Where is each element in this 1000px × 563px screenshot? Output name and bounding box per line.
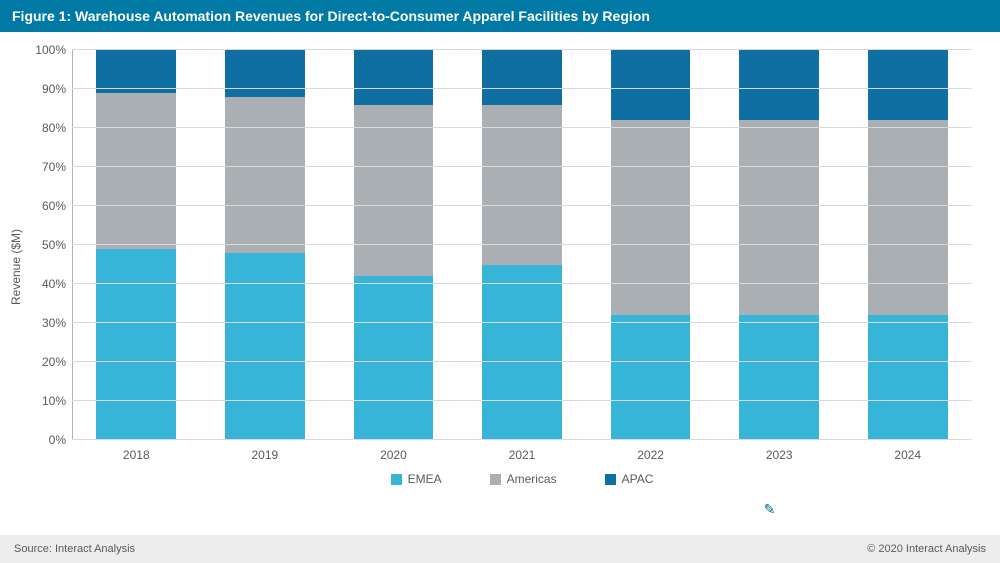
- source-label: Source: Interact Analysis: [14, 543, 135, 555]
- y-tick-label: 90%: [42, 82, 72, 96]
- title-bar: Figure 1: Warehouse Automation Revenues …: [0, 0, 1000, 32]
- stacked-bar: [96, 50, 176, 440]
- grid-line: [72, 49, 972, 50]
- bar-segment-apac: [739, 50, 819, 120]
- y-tick-label: 0%: [49, 433, 72, 447]
- legend-swatch: [490, 474, 501, 485]
- bar-segment-emea: [354, 276, 434, 440]
- chart-area: Revenue ($M) 201820192020202120222023202…: [0, 32, 1000, 502]
- copyright-label: © 2020 Interact Analysis: [867, 543, 986, 555]
- bar-segment-apac: [482, 50, 562, 105]
- chart-title: Figure 1: Warehouse Automation Revenues …: [12, 8, 650, 24]
- stacked-bar: [868, 50, 948, 440]
- legend-item: EMEA: [391, 472, 442, 486]
- stacked-bar: [225, 50, 305, 440]
- bar-segment-emea: [739, 315, 819, 440]
- bar-slot: 2020: [329, 50, 458, 440]
- legend-swatch: [605, 474, 616, 485]
- y-tick-label: 40%: [42, 277, 72, 291]
- bar-segment-emea: [96, 249, 176, 440]
- x-tick-label: 2018: [123, 448, 150, 462]
- bars-container: 2018201920202021202220232024: [72, 50, 972, 440]
- bar-segment-americas: [96, 93, 176, 249]
- legend: EMEA Americas APAC: [72, 472, 972, 486]
- bar-segment-emea: [482, 265, 562, 441]
- bar-slot: 2021: [458, 50, 587, 440]
- bar-segment-emea: [225, 253, 305, 440]
- y-tick-label: 60%: [42, 199, 72, 213]
- bar-segment-emea: [868, 315, 948, 440]
- stacked-bar: [482, 50, 562, 440]
- bar-segment-americas: [868, 120, 948, 315]
- x-tick-label: 2024: [894, 448, 921, 462]
- grid-line: [72, 400, 972, 401]
- y-tick-label: 50%: [42, 238, 72, 252]
- x-tick-label: 2021: [509, 448, 536, 462]
- bar-segment-emea: [611, 315, 691, 440]
- grid-line: [72, 361, 972, 362]
- grid-line: [72, 205, 972, 206]
- x-tick-label: 2020: [380, 448, 407, 462]
- legend-swatch: [391, 474, 402, 485]
- bar-slot: 2018: [72, 50, 201, 440]
- bar-segment-americas: [225, 97, 305, 253]
- x-tick-label: 2023: [766, 448, 793, 462]
- y-tick-label: 70%: [42, 160, 72, 174]
- plot-area: 2018201920202021202220232024 0%10%20%30%…: [72, 50, 972, 440]
- y-tick-label: 10%: [42, 394, 72, 408]
- y-axis-label: Revenue ($M): [9, 229, 23, 305]
- bar-segment-americas: [611, 120, 691, 315]
- bar-slot: 2023: [715, 50, 844, 440]
- footer-bar: Source: Interact Analysis © 2020 Interac…: [0, 535, 1000, 563]
- grid-line: [72, 244, 972, 245]
- grid-line: [72, 439, 972, 440]
- stacked-bar: [354, 50, 434, 440]
- legend-label: APAC: [622, 472, 654, 486]
- x-tick-label: 2019: [252, 448, 279, 462]
- legend-item: Americas: [490, 472, 557, 486]
- bar-segment-apac: [354, 50, 434, 105]
- stacked-bar: [611, 50, 691, 440]
- bar-segment-americas: [482, 105, 562, 265]
- y-tick-label: 80%: [42, 121, 72, 135]
- legend-label: Americas: [507, 472, 557, 486]
- bar-segment-apac: [96, 50, 176, 93]
- bar-segment-americas: [739, 120, 819, 315]
- y-tick-label: 20%: [42, 355, 72, 369]
- y-tick-label: 100%: [35, 43, 72, 57]
- grid-line: [72, 127, 972, 128]
- bar-segment-americas: [354, 105, 434, 277]
- legend-label: EMEA: [408, 472, 442, 486]
- bar-slot: 2022: [586, 50, 715, 440]
- bar-slot: 2019: [201, 50, 330, 440]
- stacked-bar: [739, 50, 819, 440]
- bar-segment-apac: [611, 50, 691, 120]
- grid-line: [72, 283, 972, 284]
- grid-line: [72, 88, 972, 89]
- grid-line: [72, 322, 972, 323]
- bar-segment-apac: [868, 50, 948, 120]
- y-tick-label: 30%: [42, 316, 72, 330]
- bar-segment-apac: [225, 50, 305, 97]
- grid-line: [72, 166, 972, 167]
- bar-slot: 2024: [843, 50, 972, 440]
- legend-item: APAC: [605, 472, 654, 486]
- x-tick-label: 2022: [637, 448, 664, 462]
